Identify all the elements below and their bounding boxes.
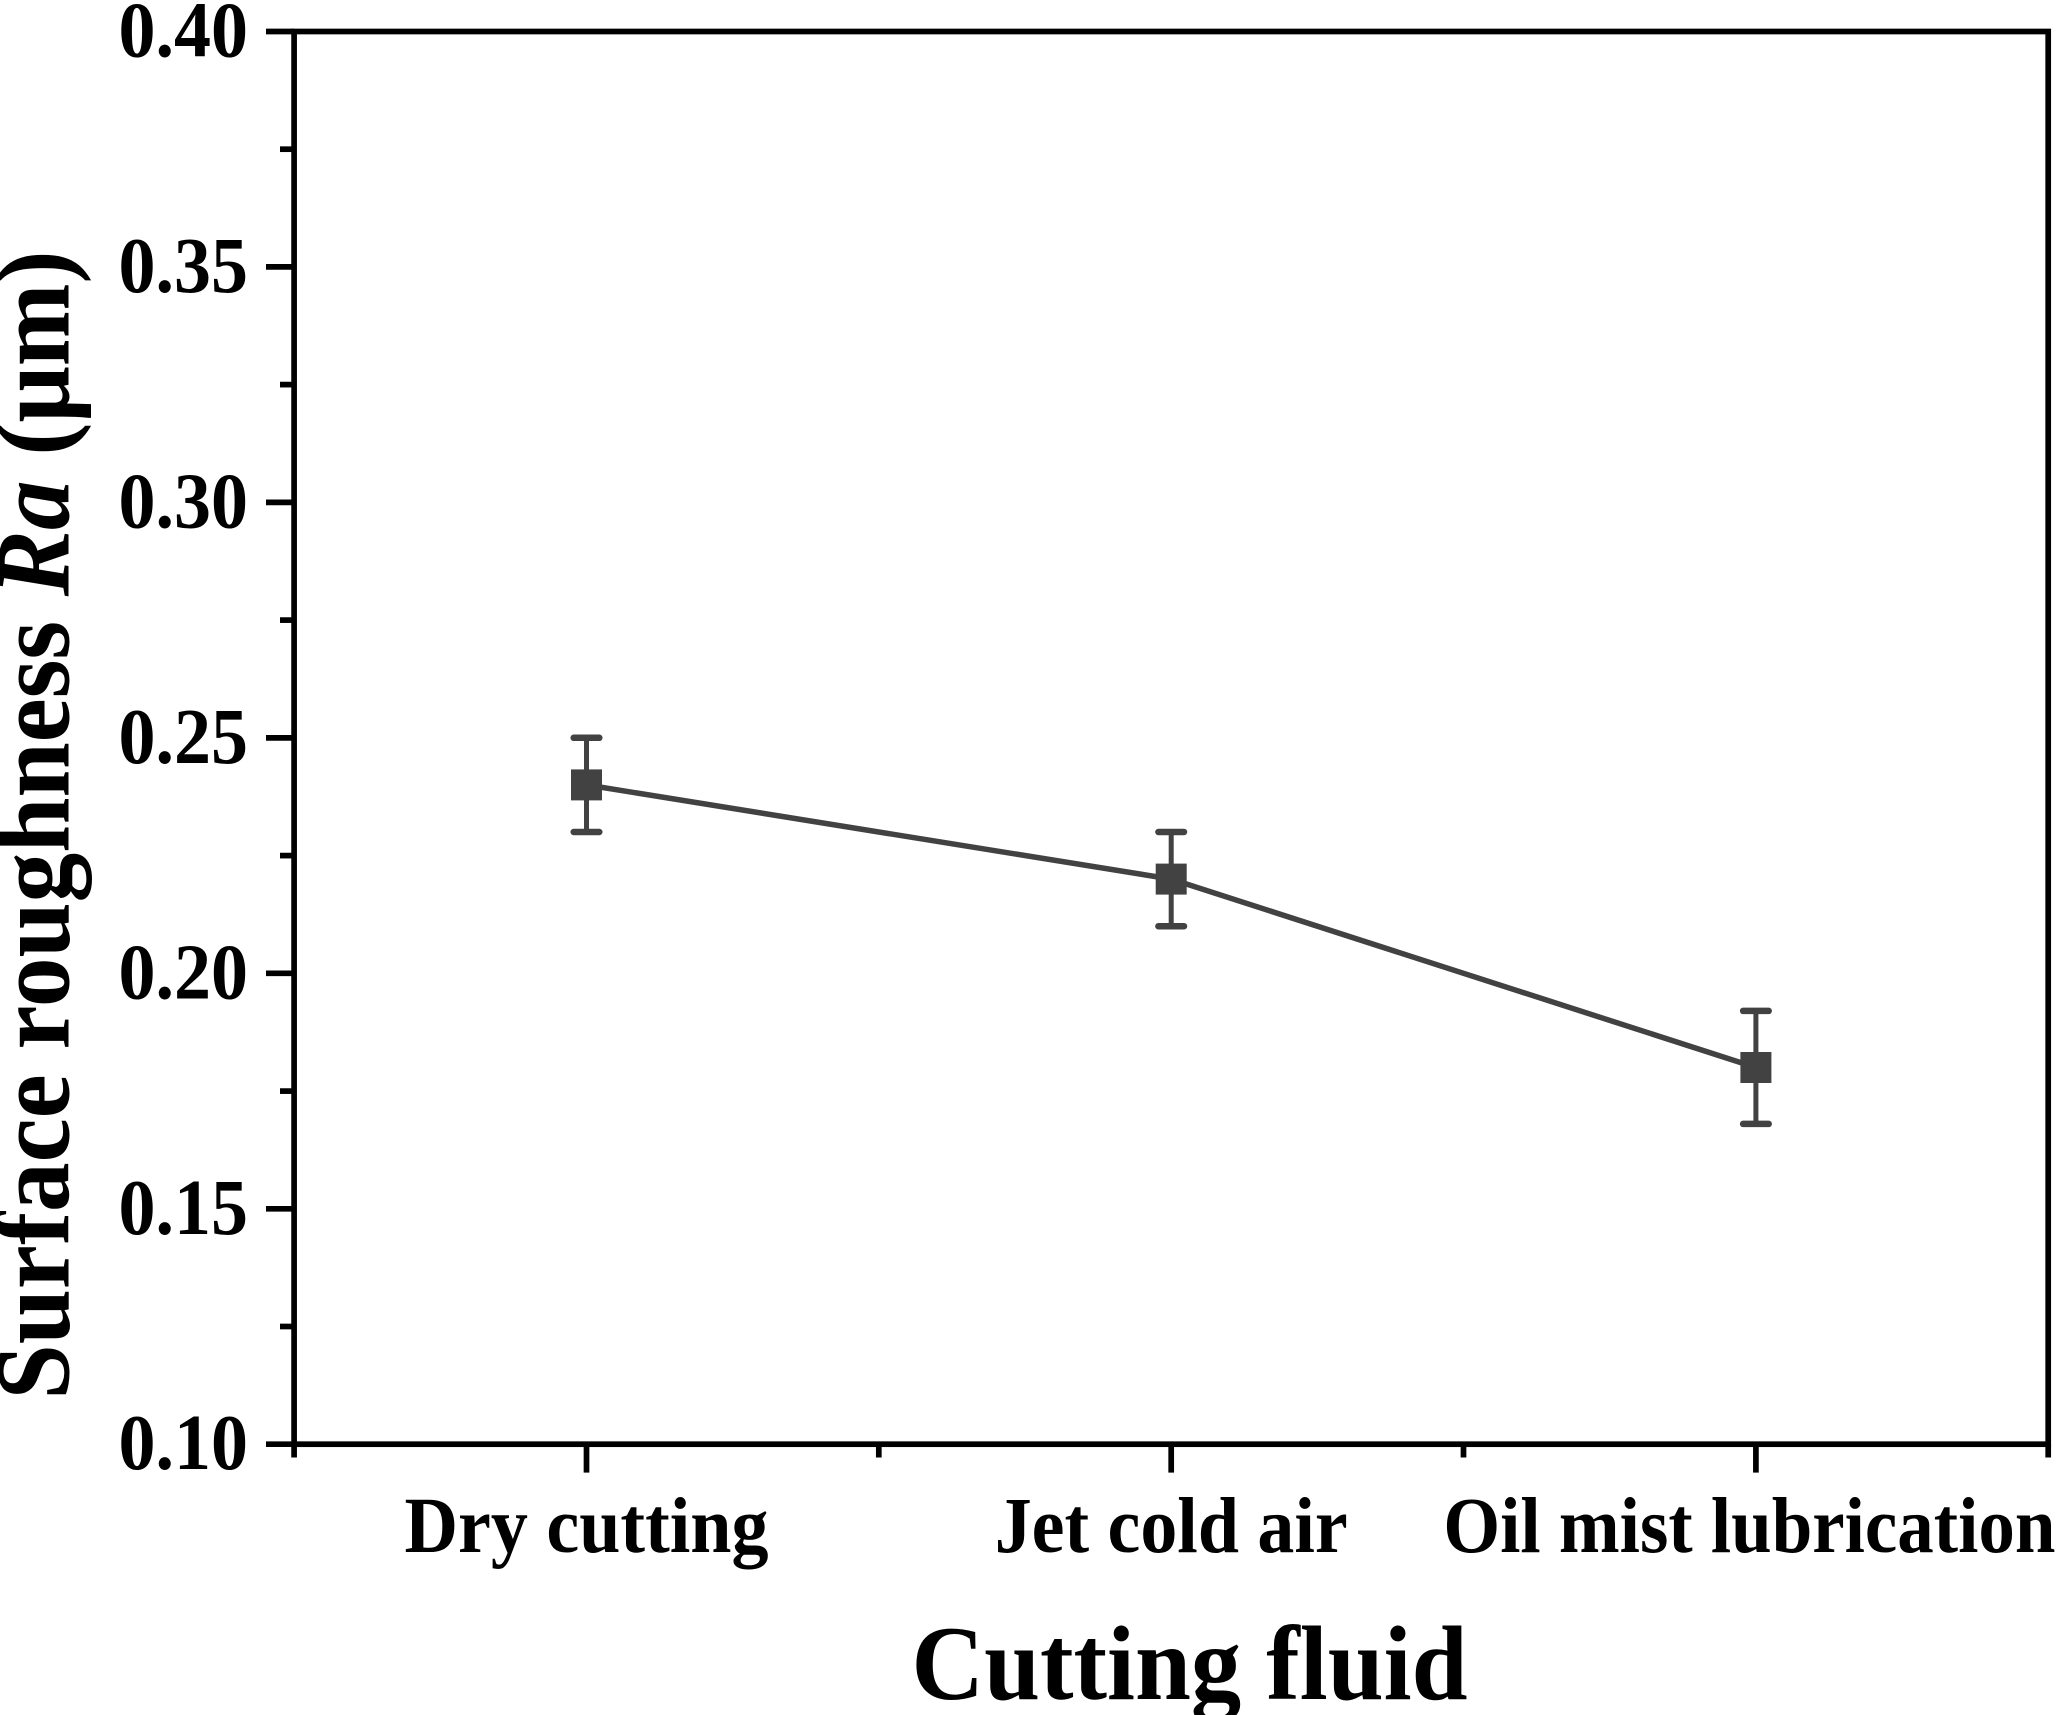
svg-text:Jet cold air: Jet cold air: [995, 1483, 1348, 1570]
svg-text:Oil mist lubrication: Oil mist lubrication: [1443, 1483, 2055, 1570]
svg-text:0.30: 0.30: [119, 458, 249, 545]
svg-text:Surface roughness Ra (μm): Surface roughness Ra (μm): [0, 251, 92, 1400]
svg-text:0.15: 0.15: [119, 1165, 249, 1252]
svg-text:0.25: 0.25: [119, 694, 249, 781]
svg-text:0.20: 0.20: [119, 929, 249, 1016]
svg-text:0.10: 0.10: [119, 1400, 249, 1487]
svg-text:0.40: 0.40: [119, 0, 249, 75]
svg-text:Dry cutting: Dry cutting: [405, 1483, 769, 1570]
svg-text:0.35: 0.35: [119, 223, 249, 310]
svg-text:Cutting fluid: Cutting fluid: [912, 1605, 1468, 1715]
